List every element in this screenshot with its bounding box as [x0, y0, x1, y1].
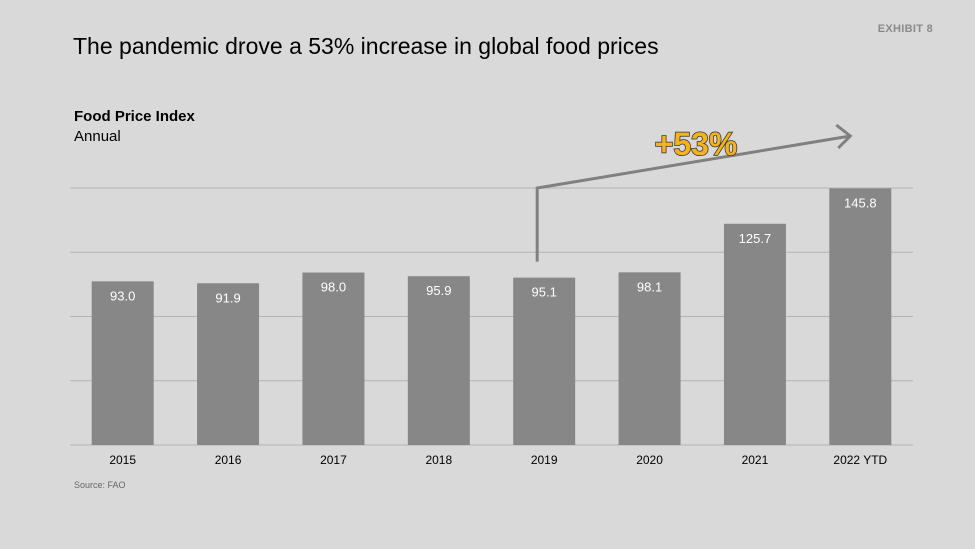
value-label: 125.7 [739, 231, 772, 246]
value-label: 145.8 [844, 195, 877, 210]
value-label: 98.1 [637, 279, 662, 294]
x-tick-label: 2019 [531, 453, 558, 467]
x-tick-label: 2020 [636, 453, 663, 467]
x-tick-label: 2022 YTD [833, 453, 887, 467]
bar [302, 272, 365, 445]
x-tick-label: 2017 [320, 453, 347, 467]
arrow-head [835, 123, 853, 150]
chart-title: Food Price Index [74, 108, 195, 125]
value-label: 95.9 [426, 283, 451, 298]
value-label: 95.1 [532, 285, 557, 300]
x-tick-label: 2016 [215, 453, 242, 467]
bar [407, 276, 470, 445]
bar [197, 283, 260, 445]
gridlines [70, 187, 913, 446]
arrow-line [535, 134, 851, 262]
bar [618, 272, 681, 445]
increase-arrow [535, 123, 853, 262]
increase-annotation: +53% [655, 126, 738, 162]
bar [723, 223, 786, 445]
bar [513, 277, 576, 445]
chart-subtitle: Annual [74, 128, 121, 145]
x-tick-label: 2021 [742, 453, 769, 467]
bars [91, 188, 892, 445]
bar [829, 188, 892, 445]
x-tick-labels: 2015 2016 2017 2018 2019 2020 2021 2022 YTD [109, 453, 887, 467]
value-label: 93.0 [110, 288, 135, 303]
bar [91, 281, 154, 445]
page-title: The pandemic drove a 53% increase in glo… [73, 33, 659, 59]
value-label: 91.9 [215, 290, 240, 305]
value-label: 98.0 [321, 280, 346, 295]
x-tick-label: 2018 [425, 453, 452, 467]
exhibit-label: EXHIBIT 8 [877, 23, 933, 35]
source-note: Source: FAO [74, 480, 126, 490]
x-tick-label: 2015 [109, 453, 136, 467]
value-labels: 93.0 91.9 98.0 95.9 95.1 98.1 125.7 145.8 [110, 195, 877, 305]
